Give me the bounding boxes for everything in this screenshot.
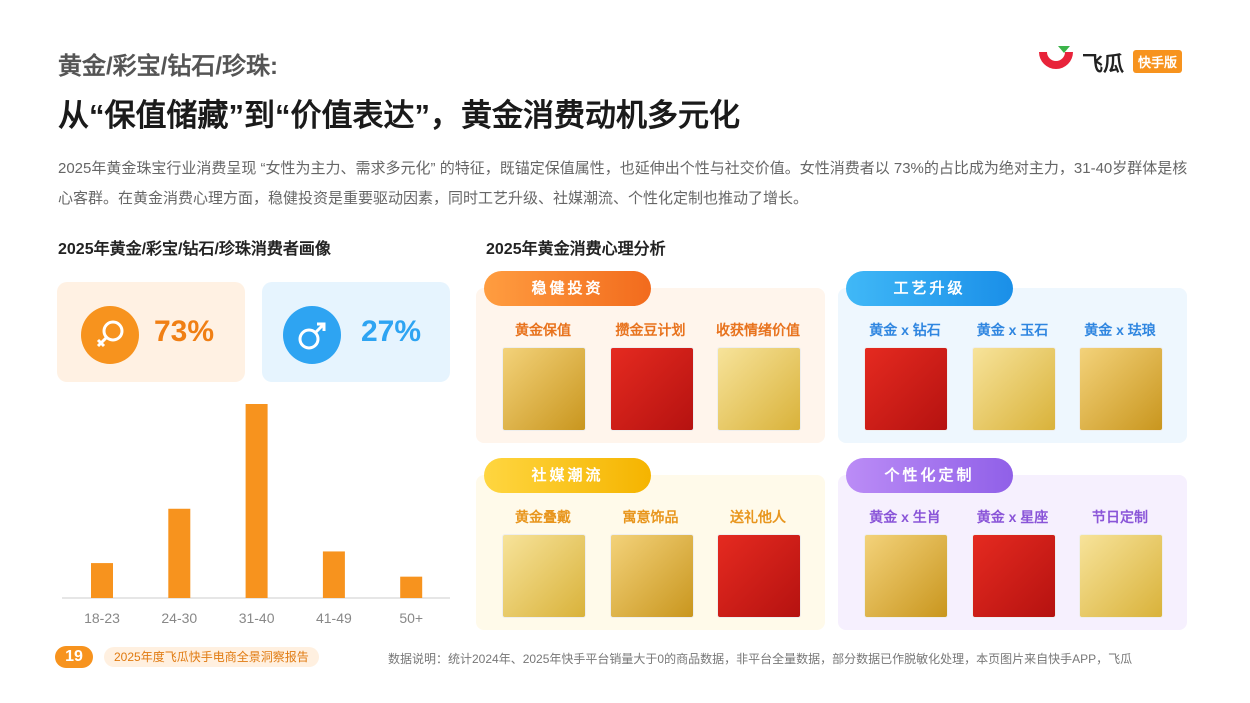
product-image — [1079, 534, 1163, 618]
item-label: 节日定制 — [1092, 509, 1148, 525]
product-image — [502, 534, 586, 618]
male-icon — [283, 306, 341, 364]
group-title: 社媒潮流 — [484, 458, 651, 493]
x-tick-label: 24-30 — [161, 610, 197, 626]
item-label: 黄金保值 — [515, 322, 571, 338]
item-label: 收获情绪价值 — [716, 322, 800, 338]
product-image — [609, 347, 694, 431]
item-label: 黄金 x 星座 — [976, 509, 1049, 525]
item-label: 寓意饰品 — [622, 509, 679, 525]
logo-badge: 快手版 — [1133, 50, 1183, 73]
item-label: 黄金 x 玉石 — [976, 322, 1049, 338]
female-icon — [81, 306, 139, 364]
item-label: 黄金 x 生肖 — [869, 509, 941, 525]
bar — [168, 508, 191, 598]
product-image — [717, 534, 801, 618]
item-label: 攒金豆计划 — [615, 322, 686, 338]
item-label: 黄金 x 钻石 — [869, 322, 941, 338]
bar — [400, 576, 423, 598]
page-number: 19 — [55, 646, 93, 668]
group-title: 稳健投资 — [484, 271, 651, 306]
item-label: 黄金 x 珐琅 — [1084, 322, 1156, 338]
x-tick-label: 50+ — [399, 610, 423, 626]
x-tick-label: 41-49 — [316, 610, 352, 626]
section-title: 2025年黄金/彩宝/钻石/珍珠消费者画像 — [58, 241, 331, 258]
title: 从“保值储藏”到“价值表达”，黄金消费动机多元化 — [58, 98, 740, 133]
x-tick-label: 31-40 — [239, 610, 275, 626]
bar — [245, 404, 268, 598]
section-title: 2025年黄金消费心理分析 — [486, 241, 666, 258]
group-title: 个性化定制 — [846, 458, 1013, 493]
male-share: 27% — [361, 315, 422, 348]
intro: 2025年黄金珠宝行业消费呈现 “女性为主力、需求多元化” 的特征，既锚定保值属… — [58, 160, 1188, 207]
logo-icon — [1039, 46, 1073, 69]
product-image — [864, 347, 948, 431]
product-image — [971, 534, 1056, 618]
product-image — [502, 347, 586, 431]
logo-name: 飞瓜 — [1082, 53, 1124, 76]
data-note: 数据说明：统计2024年、2025年快手平台销量大于0的商品数据，非平台全量数据… — [388, 652, 1133, 666]
product-image — [971, 347, 1056, 431]
product-image — [717, 347, 801, 431]
item-label: 黄金叠戴 — [515, 509, 571, 525]
product-image — [864, 534, 948, 618]
subtitle: 黄金/彩宝/钻石/珍珠: — [58, 53, 278, 80]
product-image — [1079, 347, 1163, 431]
female-share: 73% — [154, 315, 215, 348]
group-title: 工艺升级 — [846, 271, 1013, 306]
x-tick-label: 18-23 — [84, 610, 120, 626]
item-label: 送礼他人 — [730, 509, 786, 525]
report-name: 2025年度飞瓜快手电商全景洞察报告 — [104, 647, 319, 667]
bar — [91, 563, 113, 598]
bar — [322, 551, 345, 598]
age-chart: 18-23 24-30 31-40 41-49 50+ — [62, 404, 450, 626]
product-image — [609, 534, 694, 618]
